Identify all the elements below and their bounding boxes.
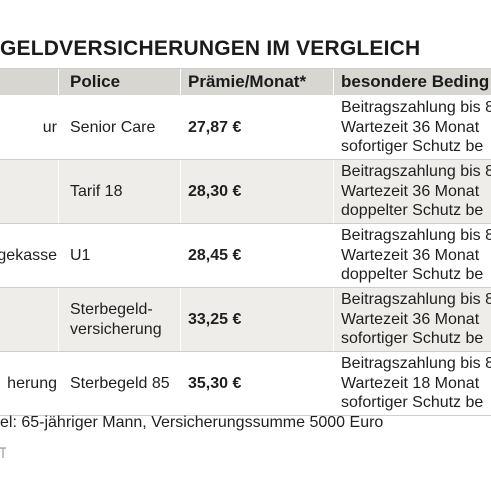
column-divider [333,288,334,351]
conditions-cell: Beitragszahlung bis 8 Wartezeit 36 Monat… [334,96,491,159]
provider-cell: gekasse [0,224,57,287]
comparison-table: Police Prämie/Monat* besondere Beding ur… [0,68,491,416]
conditions-cell: Beitragszahlung bis 8 Wartezeit 18 Monat… [334,352,491,415]
column-divider [180,160,181,223]
condition-line: Wartezeit 36 Monat [341,182,480,200]
header-premium: Prämie/Monat* [188,72,307,91]
condition-line: Wartezeit 36 Monat [341,246,480,264]
premium-value: 27,87 € [188,118,242,136]
policy-name: Senior Care [70,118,156,136]
premium-cell: 28,30 € [182,160,332,223]
column-divider [180,69,181,95]
header-provider [0,69,57,95]
header-conditions: besondere Beding [341,72,490,91]
condition-line: Beitragszahlung bis 8 [341,355,491,373]
footnote: el: 65-jähriger Mann, Versicherungssumme… [0,414,384,431]
condition-line: Beitragszahlung bis 8 [341,99,491,117]
condition-line: Wartezeit 18 Monat [341,374,480,392]
policy-cell: Senior Care [62,96,178,159]
table-row: ur Senior Care 27,87 € Beitragszahlung b… [0,96,491,160]
table-row: Tarif 18 28,30 € Beitragszahlung bis 8 W… [0,160,491,224]
condition-line: sofortiger Schutz be [341,330,484,348]
condition-line: doppelter Schutz be [341,266,484,284]
policy-name-line: versicherung [70,320,162,338]
column-divider [58,288,59,351]
condition-line: doppelter Schutz be [341,202,484,220]
condition-line: Beitragszahlung bis 8 [341,227,491,245]
policy-cell: Sterbegeld 85 [62,352,178,415]
conditions-cell: Beitragszahlung bis 8 Wartezeit 36 Monat… [334,160,491,223]
condition-line: sofortiger Schutz be [341,138,484,156]
premium-cell: 35,30 € [182,352,332,415]
policy-cell: Sterbegeld- versicherung [62,288,178,351]
header-policy: Police [70,72,121,91]
provider-name: gekasse [0,246,57,264]
provider-name: ur [42,118,57,136]
conditions-cell: Beitragszahlung bis 8 Wartezeit 36 Monat… [334,224,491,287]
column-divider [58,160,59,223]
provider-cell: herung [0,352,57,415]
table-row: herung Sterbegeld 85 35,30 € Beitragszah… [0,352,491,416]
policy-name: Tarif 18 [70,182,123,200]
policy-name-line: Sterbegeld- [70,300,153,318]
policy-cell: U1 [62,224,178,287]
table-row: gekasse U1 28,45 € Beitragszahlung bis 8… [0,224,491,288]
table-header-row: Police Prämie/Monat* besondere Beding [0,68,491,96]
policy-name: Sterbegeld 85 [70,374,170,392]
premium-value: 35,30 € [188,374,242,392]
condition-line: Wartezeit 36 Monat [341,310,480,328]
premium-cell: 27,87 € [182,96,332,159]
provider-cell: ur [0,96,57,159]
policy-cell: Tarif 18 [62,160,178,223]
provider-name: herung [7,374,57,392]
table-title: GELDVERSICHERUNGEN IM VERGLEICH [0,37,421,60]
condition-line: Beitragszahlung bis 8 [341,163,491,181]
column-divider [58,69,59,95]
source-logo-icon [0,447,6,458]
premium-cell: 28,45 € [182,224,332,287]
condition-line: sofortiger Schutz be [341,394,484,412]
column-divider [180,288,181,351]
premium-value: 28,30 € [188,182,242,200]
conditions-cell: Beitragszahlung bis 8 Wartezeit 36 Monat… [334,288,491,351]
premium-cell: 33,25 € [182,288,332,351]
policy-name: U1 [70,246,91,264]
provider-cell [0,288,57,351]
premium-value: 33,25 € [188,310,242,328]
condition-line: Beitragszahlung bis 8 [341,291,491,309]
column-divider [333,160,334,223]
provider-cell [0,160,57,223]
premium-value: 28,45 € [188,246,242,264]
table-row: Sterbegeld- versicherung 33,25 € Beitrag… [0,288,491,352]
column-divider [333,69,334,95]
condition-line: Wartezeit 36 Monat [341,118,480,136]
